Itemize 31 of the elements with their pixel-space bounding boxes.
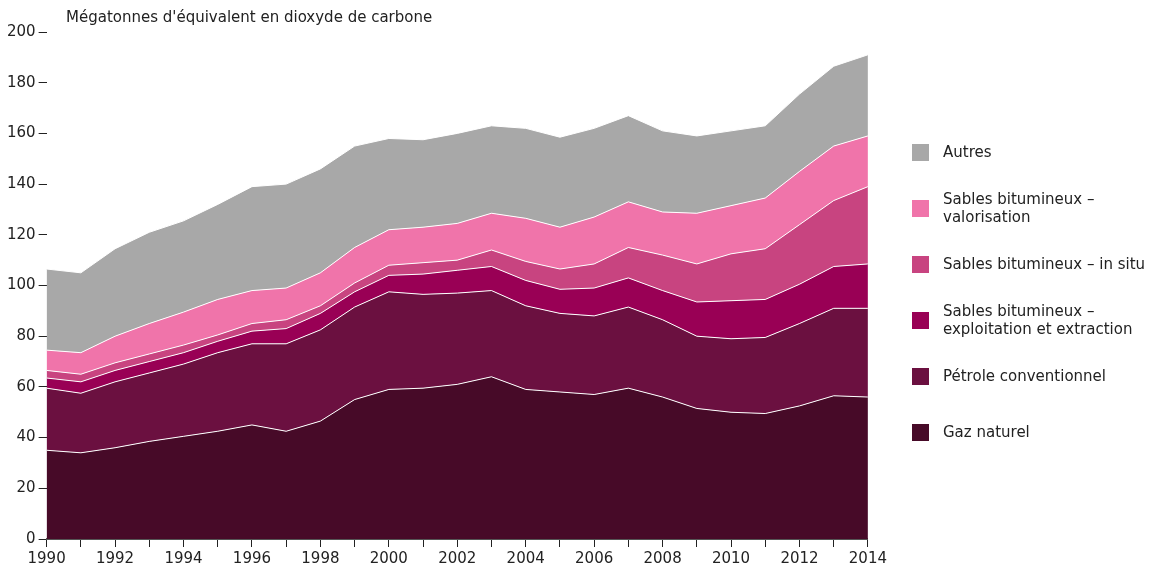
x-tick-label: 1990 [27,548,66,567]
x-tick-label: 2010 [711,548,751,567]
y-tick-label: 40 [16,427,36,446]
y-tick-label: 160 [6,123,36,142]
legend-label: Pétrole conventionnel [943,367,1106,385]
x-tick-label: 2012 [780,548,819,567]
x-tick-label: 2004 [506,548,545,567]
x-tick-label: 1994 [164,548,203,567]
y-tick-label: 20 [16,478,36,497]
x-tick-label: 1998 [301,548,340,567]
y-tick-label: 140 [6,173,36,192]
legend-label: Gaz naturel [943,423,1030,441]
x-tick-label: 1996 [232,548,272,567]
x-tick-label: 1992 [95,548,135,567]
x-tick-label: 2014 [848,548,888,567]
y-tick-label: 100 [6,275,36,294]
y-tick-label: 120 [6,224,36,243]
y-tick-label: 80 [16,326,36,345]
x-tick-label: 2002 [438,548,477,567]
x-tick-label: 2006 [575,548,614,567]
legend-label: Sables bitumineux – valorisation [943,190,1096,226]
legend-label: Sables bitumineux – in situ [943,255,1146,273]
y-tick-label: 60 [16,376,36,395]
legend-label: Autres [943,143,992,161]
legend-label: Sables bitumineux – exploitation et extraction [943,302,1134,338]
x-tick-label: 2000 [369,548,408,567]
x-tick-label: 2008 [643,548,682,567]
y-tick-label: 200 [6,21,36,40]
y-axis-title: Mégatonnes d'équivalent en dioxyde de carbone [66,8,433,26]
y-tick-label: 0 [26,528,36,547]
y-tick-label: 180 [6,72,36,91]
